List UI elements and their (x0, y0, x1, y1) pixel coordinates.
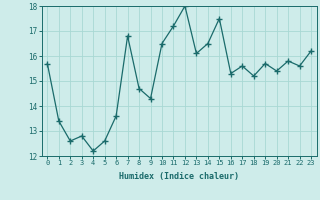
X-axis label: Humidex (Indice chaleur): Humidex (Indice chaleur) (119, 172, 239, 181)
